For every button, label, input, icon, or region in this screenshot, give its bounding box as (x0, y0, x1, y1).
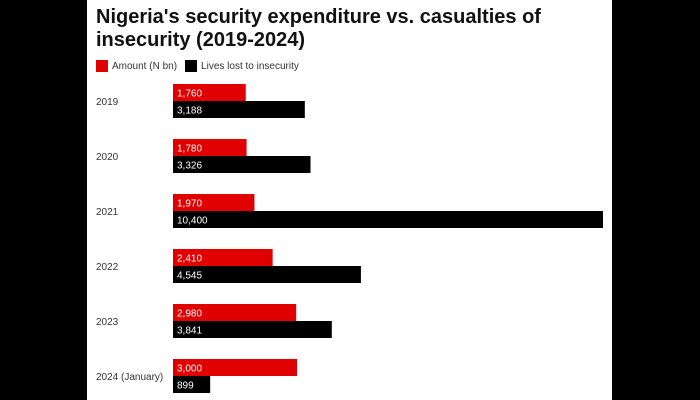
bar (173, 156, 311, 173)
bar (173, 139, 247, 156)
legend-label: Lives lost to insecurity (201, 60, 299, 72)
category-label: 2021 (96, 207, 119, 218)
bar (173, 211, 603, 228)
legend-swatch-black (185, 60, 198, 72)
bar (173, 101, 305, 118)
chart-panel: Nigeria's security expenditure vs. casua… (87, 0, 612, 400)
bar (173, 194, 255, 211)
legend-item-lives: Lives lost to insecurity (185, 60, 299, 72)
data-label: 899 (177, 381, 194, 392)
bar (173, 304, 297, 321)
data-label: 3,841 (177, 326, 202, 337)
data-label: 4,545 (177, 271, 202, 282)
category-label: 2024 (January) (96, 372, 163, 383)
bar (173, 266, 361, 283)
data-label: 1,780 (177, 144, 202, 155)
bar (173, 376, 211, 393)
data-label: 3,326 (177, 161, 202, 172)
bar (173, 321, 332, 338)
chart-title: Nigeria's security expenditure vs. casua… (96, 6, 541, 51)
bar (173, 84, 246, 101)
data-label: 3,188 (177, 106, 202, 117)
data-label: 1,970 (177, 199, 202, 210)
legend-item-amount: Amount (N bn) (96, 60, 177, 72)
data-label: 2,980 (177, 309, 202, 320)
category-label: 2019 (96, 97, 119, 108)
data-label: 10,400 (177, 216, 208, 227)
legend: Amount (N bn) Lives lost to insecurity (96, 60, 307, 72)
bar (173, 249, 273, 266)
category-label: 2023 (96, 317, 119, 328)
legend-label: Amount (N bn) (112, 60, 178, 72)
bar-chart: 2019 1,760 3,188 2020 1,780 3,326 2021 1,970 10,… (96, 84, 603, 393)
data-label: 1,760 (177, 89, 202, 100)
legend-swatch-red (96, 60, 108, 72)
data-label: 3,000 (177, 364, 202, 375)
data-label: 2,410 (177, 254, 202, 265)
category-label: 2020 (96, 152, 119, 163)
bar (173, 359, 298, 376)
category-label: 2022 (96, 262, 119, 273)
